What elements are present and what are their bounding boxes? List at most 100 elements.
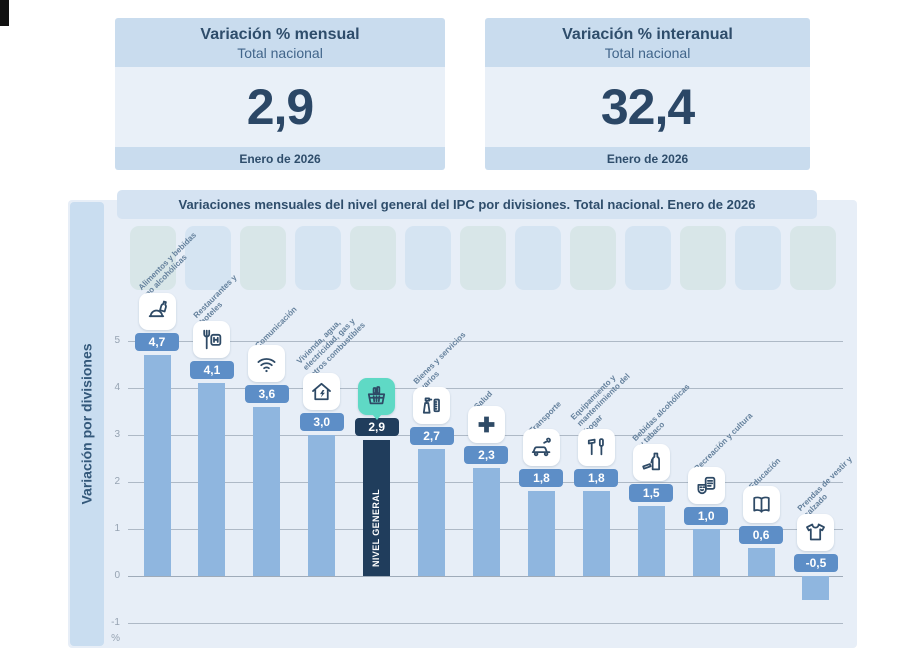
restaurants-hotels-icon [203,330,222,350]
home-equipment-icon [587,438,604,456]
food-and-beverages-icon [148,300,167,318]
background-watermark [295,226,341,290]
plot-area: 5 4 3 2 1 0 -1% 4,7 Alimentos y bebidas no alcoh… [68,200,857,648]
icon-tile [358,377,396,420]
bar [472,467,500,576]
corner-mark [0,0,9,26]
icon-tile [138,293,176,331]
bar-inner-label: NIVEL GENERAL [371,488,382,567]
icon-tile [632,443,670,481]
card-title: Variación % interanual [562,26,733,43]
gridline [128,623,843,624]
value-badge: 4,7 [135,333,179,352]
icon-tile [687,467,725,504]
card-body: 32,4 [485,67,810,147]
bar-nivel-general: NIVEL GENERAL [363,439,391,576]
bar [692,529,720,576]
bar [418,449,446,576]
bar [253,406,281,576]
background-watermark [240,226,286,290]
chart-title: Variaciones mensuales del nivel general … [117,190,817,219]
bar [308,435,336,576]
education-icon [752,496,770,513]
value-badge: 1,8 [519,469,564,488]
card-title: Variación % mensual [200,26,360,43]
card-period: Enero de 2026 [115,147,445,170]
bar [198,383,226,576]
icon-tile [742,485,780,523]
tick-label: 0 [114,570,120,581]
value-badge: 3,6 [244,384,289,403]
background-watermark [405,226,451,290]
card-value: 32,4 [600,79,695,135]
housing-utilities-icon [312,382,332,401]
icon-tile [248,344,286,382]
bar [582,491,610,576]
value-badge: -0,5 [793,554,838,572]
background-watermark [680,226,726,290]
tick-label: 3 [114,429,120,440]
background-watermark [735,226,781,290]
value-badge: 4,1 [189,361,234,380]
background-watermark [570,226,616,290]
category-label: Equipamiento y mantenimiento del hogar [569,372,633,436]
card-subtitle: Total nacional [604,45,691,61]
value-badge: 3,0 [299,413,344,431]
card-subtitle: Total nacional [237,45,323,61]
clothing-footwear-icon [806,523,826,541]
category-label: Vivienda, agua, electricidad, gas y otro… [294,316,367,379]
interannual-variation-card: Variación % interanual Total nacional 32… [485,18,810,170]
y-axis-strip: Variación por divisiones [70,202,104,646]
y-axis-label: Variación por divisiones [79,343,95,505]
card-body: 2,9 [115,67,445,147]
icon-tile [413,387,451,425]
value-badge: 1,5 [629,483,674,502]
bar [527,491,555,576]
tick-label: 2 [114,476,120,487]
category-label: Salud [472,389,495,412]
tick-label: -1 [111,617,120,628]
category-label: Bienes y servicios varios [411,330,467,393]
background-watermark [460,226,506,290]
category-label: Prendas de vestir y calzado [795,454,854,520]
tick-label: 4 [114,382,120,393]
background-watermark [790,226,836,290]
category-label: Recreación y cultura [692,410,755,473]
background-watermark [130,226,176,290]
card-period: Enero de 2026 [485,147,810,170]
icon-tile [797,514,835,551]
value-badge: 2,7 [409,427,454,446]
transport-icon [531,438,551,457]
bar [143,355,171,576]
health-icon [478,416,495,433]
background-watermark [185,226,231,290]
communication-icon [257,358,276,372]
value-badge: 2,3 [464,445,509,464]
monthly-variation-card: Variación % mensual Total nacional 2,9 E… [115,18,445,170]
icon-tile [193,321,231,359]
icon-tile [522,429,560,467]
gridline [128,388,843,389]
icon-tile [577,429,615,467]
value-badge: 0,6 [739,525,784,544]
gridline [128,576,843,577]
bar [637,505,665,576]
icon-tile [467,405,505,443]
background-watermark [515,226,561,290]
background-watermark [350,226,396,290]
chart-panel: Variaciones mensuales del nivel general … [68,190,857,648]
value-badge: 1,8 [574,469,619,488]
gridline [128,341,843,342]
icon-tile [303,373,341,410]
bar [802,576,830,600]
goods-services-icon [422,397,440,414]
bar [747,547,775,576]
card-header: Variación % interanual Total nacional [485,18,810,67]
alcohol-tobacco-icon [642,452,660,470]
value-badge: 1,0 [684,507,729,525]
general-level-basket-icon [368,385,386,404]
y-unit-label: % [111,632,120,644]
tick-label: 5 [114,335,120,346]
background-watermark [625,226,671,290]
